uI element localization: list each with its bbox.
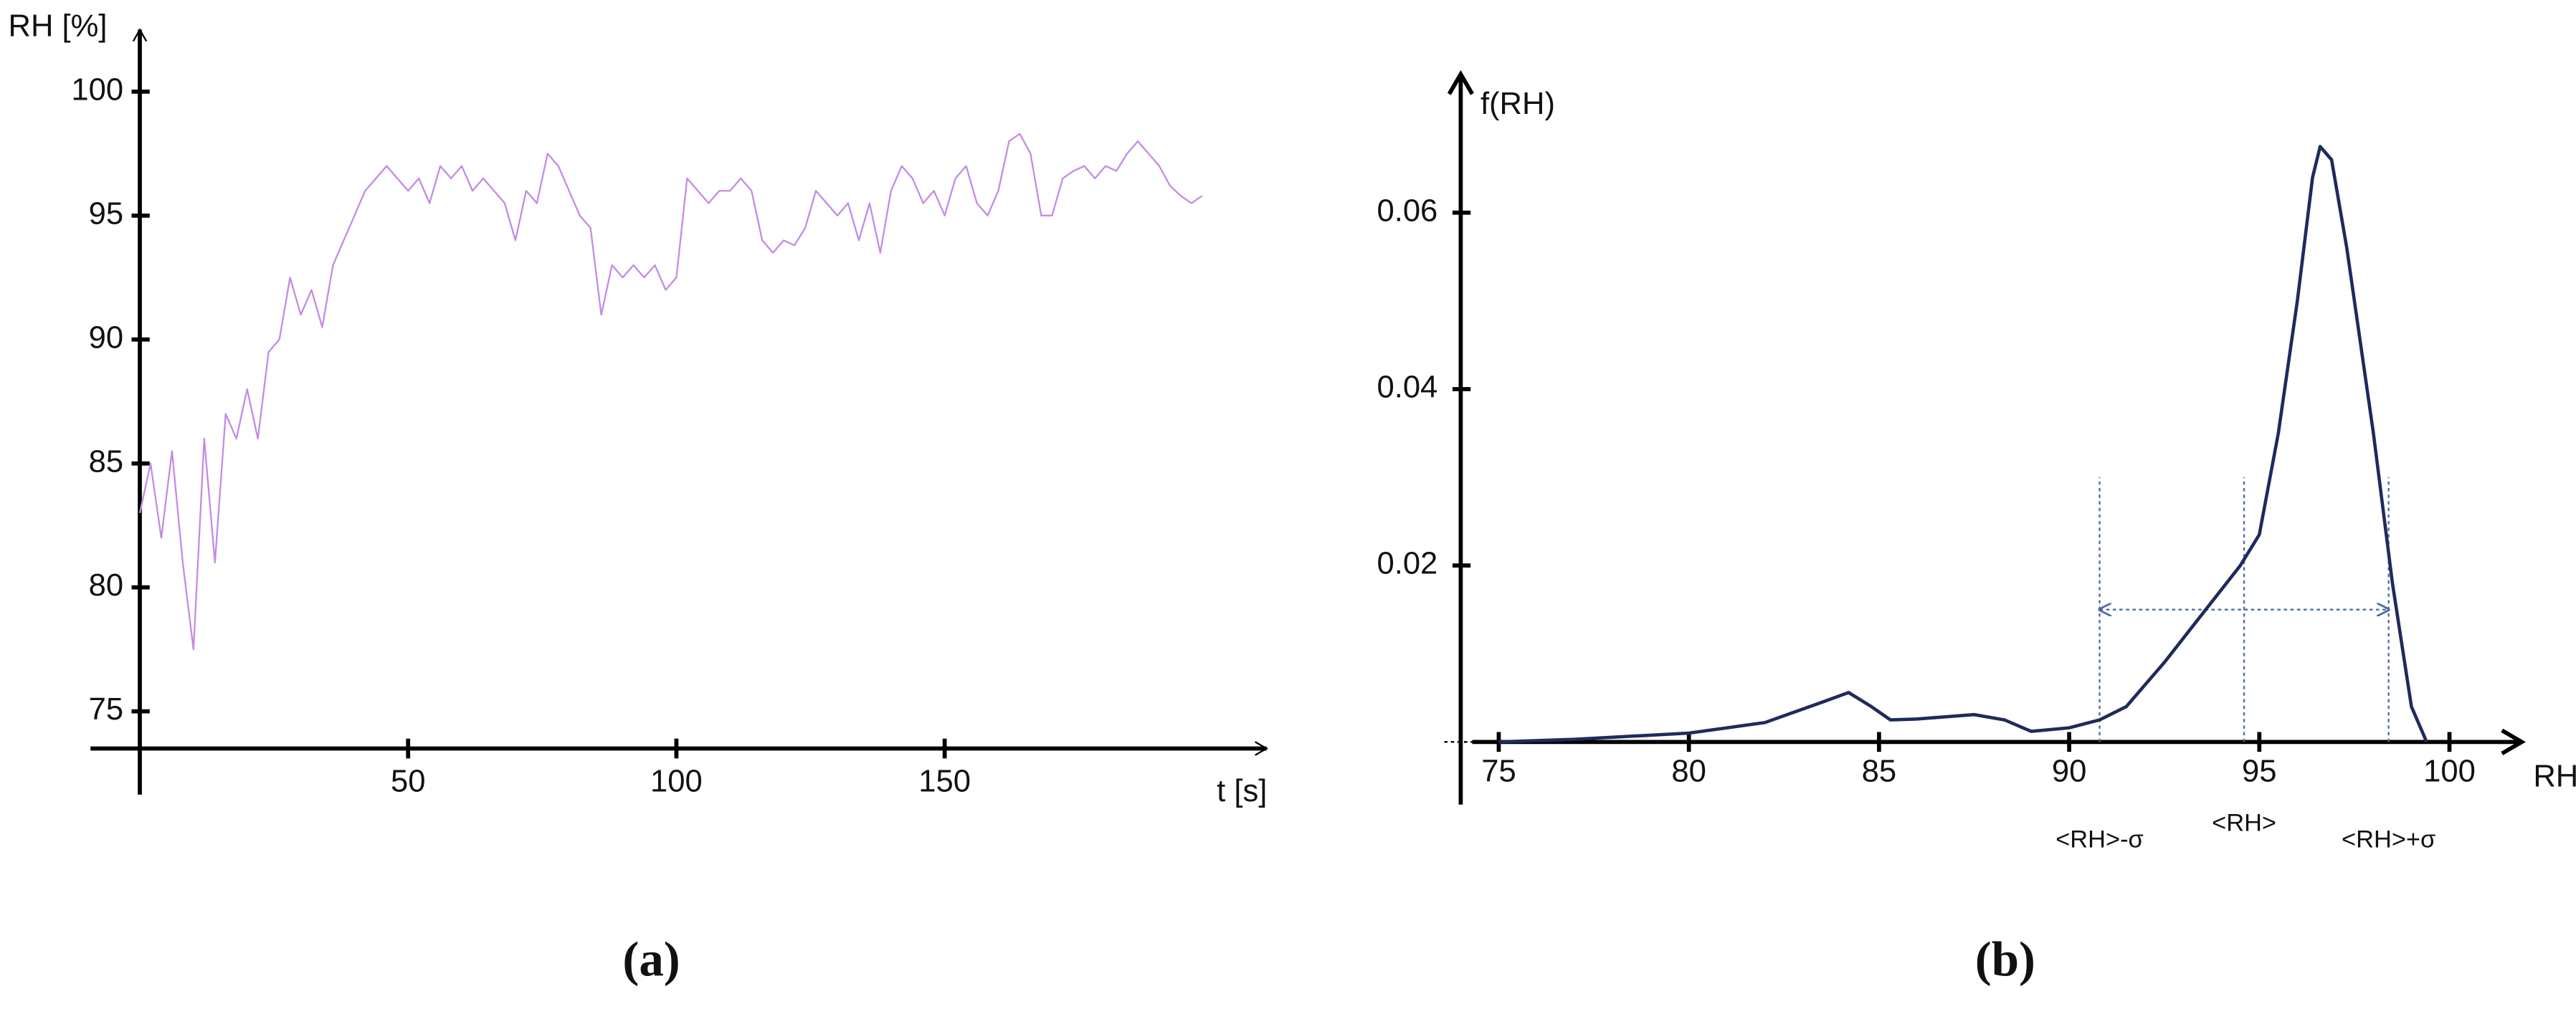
data-line xyxy=(138,133,1203,651)
x-tick-label: 150 xyxy=(918,763,971,798)
x-axis-label: t [s] xyxy=(1217,773,1267,808)
y-axis-arrow xyxy=(1447,70,1474,95)
data-line xyxy=(1498,145,2428,744)
x-axis-arrow xyxy=(2501,728,2526,755)
y-tick-label: 75 xyxy=(89,692,123,727)
x-tick-label: 85 xyxy=(1862,754,1896,789)
x-tick-label: 100 xyxy=(650,763,703,798)
y-axis-arrow xyxy=(132,28,148,42)
y-tick-label: 95 xyxy=(89,196,123,231)
x-tick-label: 75 xyxy=(1481,754,1516,789)
x-tick-label: 80 xyxy=(1671,754,1706,789)
y-tick-label: 80 xyxy=(89,568,123,603)
y-tick-label: 0.04 xyxy=(1377,369,1437,404)
panel-label: (b) xyxy=(1975,932,2035,987)
y-axis-label: RH [%] xyxy=(8,9,107,44)
y-tick-label: 100 xyxy=(71,72,123,107)
marker-label: <RH>+σ xyxy=(2342,826,2435,853)
marker-label: <RH> xyxy=(2212,809,2276,836)
y-tick-label: 0.02 xyxy=(1377,546,1437,581)
y-tick-label: 0.06 xyxy=(1377,193,1437,228)
y-axis-label: f(RH) xyxy=(1481,86,1555,121)
x-tick-label: 100 xyxy=(2423,754,2476,789)
x-tick-label: 50 xyxy=(391,763,425,798)
x-tick-label: 95 xyxy=(2242,754,2276,789)
marker-label: <RH>-σ xyxy=(2055,826,2144,853)
panel-label: (a) xyxy=(622,932,680,987)
x-axis-arrow xyxy=(1255,741,1268,756)
x-axis-label: RH xyxy=(2533,758,2576,793)
x-tick-label: 90 xyxy=(2052,754,2086,789)
y-tick-label: 85 xyxy=(89,444,123,479)
y-tick-label: 90 xyxy=(89,320,123,355)
